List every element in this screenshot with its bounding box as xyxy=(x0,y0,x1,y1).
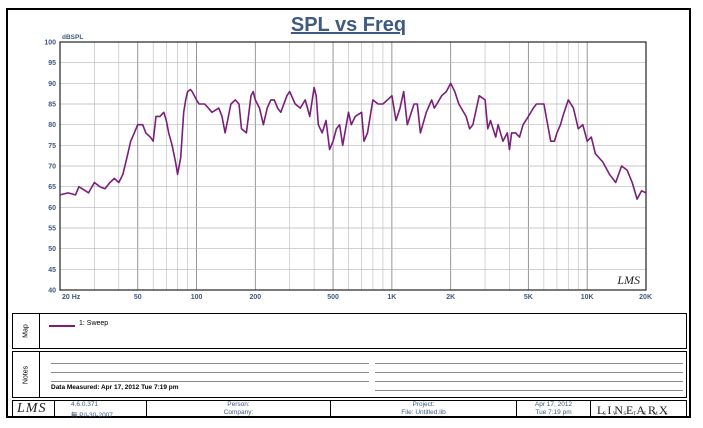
footer-project-cell: Project: File: Untitled.lib xyxy=(331,401,517,416)
version-text: 4.6.0.371 xyxy=(71,401,99,408)
x-tick-label: 1K xyxy=(387,294,396,301)
x-tick-label: 50 xyxy=(134,294,142,301)
y-tick-label: 45 xyxy=(48,267,56,274)
map-tab[interactable]: Map xyxy=(13,314,40,348)
date-text: Apr 17, 2012 xyxy=(534,401,573,408)
sweep-curve xyxy=(59,82,647,200)
lms-logo: LMS xyxy=(17,401,47,416)
y-tick-label: 95 xyxy=(48,60,56,67)
y-tick-label: 55 xyxy=(48,226,56,233)
footer-bar: LMS 4.6.0.371 無 P/l-30-2007 Person: Comp… xyxy=(12,400,687,419)
spl-chart: 40 45 50 55 60 65 70 75 80 85 90 95 100 dBSPL 20 Hz 50 1… xyxy=(44,34,652,301)
footer-person-cell: Person: Company: xyxy=(147,401,331,416)
notes-tab[interactable]: Notes xyxy=(13,352,40,397)
person-label: Person: xyxy=(227,401,250,408)
legend-label: 1: Sweep xyxy=(79,320,109,327)
data-measured: Data Measured: Apr 17, 2012 Tue 7:19 pm xyxy=(51,384,179,391)
x-tick-label: 10K xyxy=(581,294,594,301)
y-tick-label: 75 xyxy=(48,143,56,150)
y-tick-label: 70 xyxy=(48,164,56,171)
company-label: Company: xyxy=(223,409,254,416)
time-text: Tue 7:19 pm xyxy=(535,409,572,416)
footer-brand-cell: LINEARX SYSTEMS xyxy=(591,401,685,419)
y-axis-label: dBSPL xyxy=(62,34,83,41)
notes-panel: Notes Data Measured: Apr 17, 2012 Tue 7:… xyxy=(12,351,687,398)
note-line[interactable] xyxy=(51,363,369,364)
linearx-wordmark: LINEARX xyxy=(597,403,671,417)
linearx-logo: LINEARX SYSTEMS xyxy=(597,401,671,419)
footer-version-cell: 4.6.0.371 無 P/l-30-2007 xyxy=(55,401,147,419)
x-tick-label: 20K xyxy=(639,294,652,301)
y-tick-label: 90 xyxy=(48,81,56,88)
lms-watermark: LMS xyxy=(616,273,640,287)
note-line[interactable] xyxy=(375,390,683,391)
y-tick-label: 50 xyxy=(48,246,56,253)
legend-swatch xyxy=(49,325,75,327)
y-tick-label: 60 xyxy=(48,205,56,212)
map-panel: Map 1: Sweep xyxy=(12,313,687,349)
x-tick-label: 2K xyxy=(446,294,455,301)
map-tab-label: Map xyxy=(22,324,30,338)
note-line[interactable] xyxy=(51,381,369,382)
x-tick-label: 5K xyxy=(524,294,533,301)
file-label: File: Untitled.lib xyxy=(401,409,446,416)
note-line[interactable] xyxy=(375,372,683,373)
note-line[interactable] xyxy=(51,372,369,373)
y-tick-label: 100 xyxy=(44,40,56,47)
y-tick-label: 65 xyxy=(48,184,56,191)
y-tick-label: 85 xyxy=(48,102,56,109)
y-tick-label: 40 xyxy=(48,288,56,295)
serial-text: 無 P/l-30-2007 xyxy=(71,412,113,419)
footer-date-cell: Apr 17, 2012 Tue 7:19 pm xyxy=(517,401,591,416)
note-line[interactable] xyxy=(375,381,683,382)
project-label: Project: xyxy=(412,401,435,408)
footer-logo-cell: LMS xyxy=(13,401,55,416)
x-tick-label: 500 xyxy=(327,294,339,301)
x-tick-label: 200 xyxy=(249,294,261,301)
note-line[interactable] xyxy=(375,363,683,364)
y-tick-label: 80 xyxy=(48,122,56,129)
x-tick-label: 20 Hz xyxy=(62,294,81,301)
plot-border xyxy=(59,41,647,291)
x-tick-label: 100 xyxy=(191,294,203,301)
chart-title: SPL vs Freq xyxy=(290,14,407,36)
linearx-subtitle: SYSTEMS xyxy=(603,412,675,417)
notes-tab-label: Notes xyxy=(22,365,30,384)
report-frame: SPL vs Freq 40 45 50 55 60 65 70 75 80 85 90 95 100 d… xyxy=(6,8,691,419)
